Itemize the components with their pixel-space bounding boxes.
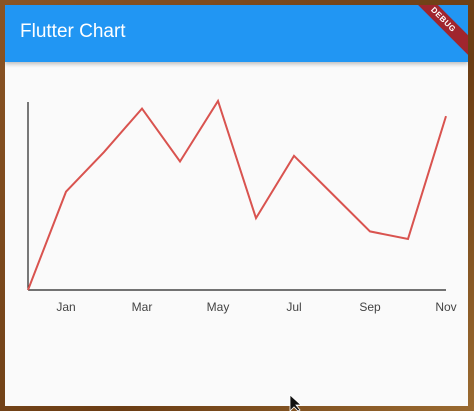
app-window: Flutter Chart DEBUG Jan Mar May Jul Sep Nov — [5, 5, 468, 406]
chart: Jan Mar May Jul Sep Nov — [27, 98, 457, 314]
x-tick-label: Mar — [132, 300, 153, 314]
x-tick-label: Sep — [359, 300, 381, 314]
x-tick-label: Jan — [56, 300, 75, 314]
x-tick-label: May — [207, 300, 230, 314]
x-tick-label: Jul — [286, 300, 301, 314]
data-line — [27, 98, 447, 291]
x-tick-label: Nov — [435, 300, 456, 314]
app-title: Flutter Chart — [20, 21, 126, 42]
app-bar: Flutter Chart — [5, 5, 468, 62]
